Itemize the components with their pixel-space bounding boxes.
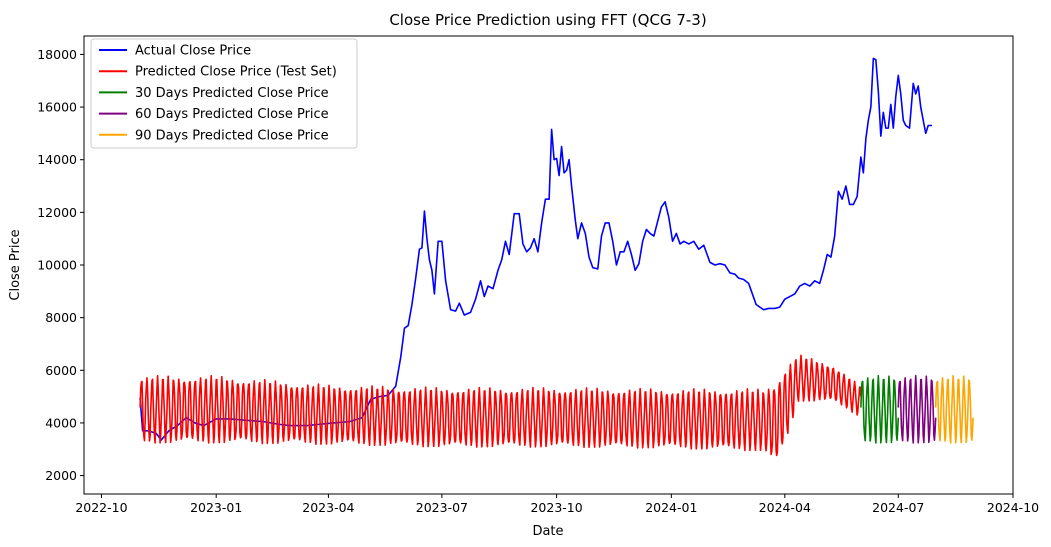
y-tick-label: 18000 [37, 47, 77, 62]
y-tick-label: 4000 [45, 415, 77, 430]
series-line [139, 57, 932, 441]
x-tick-label: 2023-10 [530, 500, 582, 515]
y-tick-label: 8000 [45, 310, 77, 325]
series-line [934, 374, 974, 444]
y-axis-title: Close Price [8, 229, 23, 300]
x-tick-label: 2024-10 [987, 500, 1039, 515]
legend-label: 60 Days Predicted Close Price [135, 107, 329, 122]
y-tick-label: 16000 [37, 100, 77, 115]
series-line [860, 374, 900, 444]
x-axis: 2022-10 2023-01 2023-04 2023-07 2023-10 2024-… [75, 494, 1039, 515]
x-tick-label: 2023-07 [416, 500, 468, 515]
legend-label: 30 Days Predicted Close Price [135, 86, 329, 101]
legend-box [90, 38, 358, 149]
x-tick-label: 2024-07 [872, 500, 924, 515]
x-tick-label: 2022-10 [75, 500, 127, 515]
legend: Actual Close Price Predicted Close Price … [90, 38, 358, 149]
legend-label: Actual Close Price [135, 44, 251, 59]
y-axis: 2000 4000 6000 8000 10000 12000 14000 16000 1800… [37, 47, 84, 483]
legend-label: Predicted Close Price (Test Set) [135, 65, 337, 80]
x-axis-title: Date [532, 524, 563, 539]
legend-label: 90 Days Predicted Close Price [135, 128, 329, 143]
y-tick-label: 6000 [45, 363, 77, 378]
y-tick-label: 10000 [37, 258, 77, 273]
x-tick-label: 2024-04 [759, 500, 811, 515]
y-tick-label: 12000 [37, 205, 77, 220]
chart-title: Close Price Prediction using FFT (QCG 7-… [389, 11, 706, 29]
y-tick-label: 14000 [37, 152, 77, 167]
series-line [897, 374, 937, 444]
series-layer [139, 57, 974, 457]
y-tick-label: 2000 [45, 468, 77, 483]
series-line [139, 354, 862, 457]
x-tick-label: 2023-01 [190, 500, 242, 515]
x-tick-label: 2023-04 [302, 500, 354, 515]
x-tick-label: 2024-01 [645, 500, 697, 515]
